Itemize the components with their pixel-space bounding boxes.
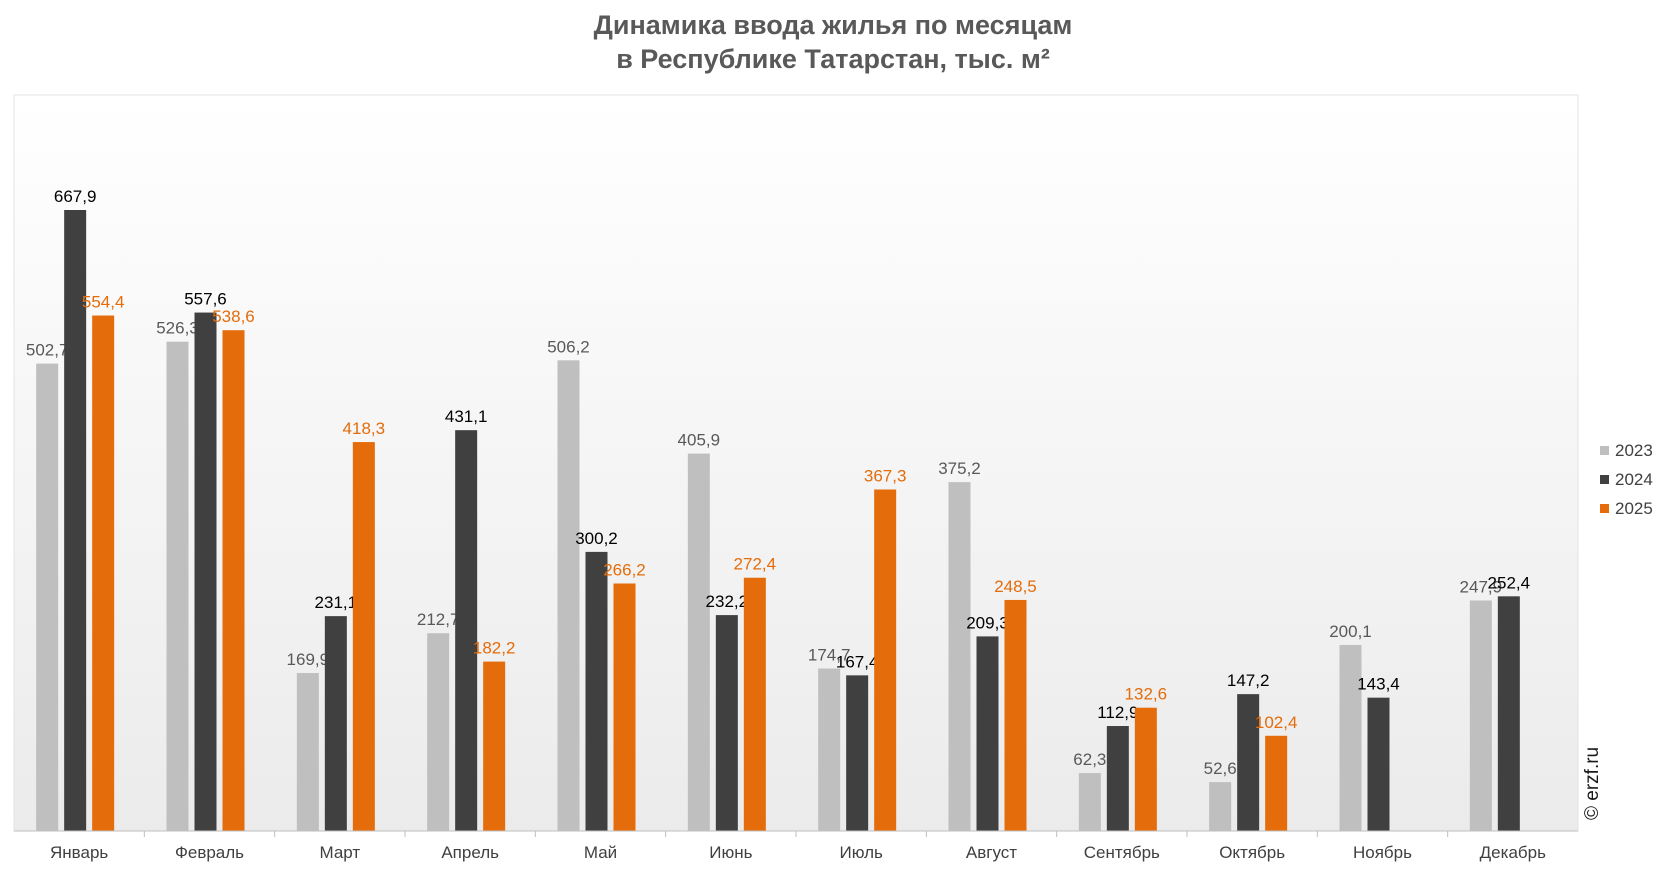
data-label-2025-3: 418,3 — [343, 419, 386, 438]
x-tick-label-7: Июль — [839, 843, 883, 862]
x-tick-label-1: Январь — [50, 843, 108, 862]
x-tick-label-4: Апрель — [441, 843, 499, 862]
bar-2025-1 — [92, 315, 115, 831]
bar-2024-6 — [715, 615, 738, 831]
legend-swatch-2024 — [1600, 475, 1609, 484]
bar-2024-10 — [1237, 694, 1260, 831]
bar-2023-2 — [166, 341, 189, 831]
data-label-2024-9: 112,9 — [1097, 703, 1138, 722]
bar-2024-7 — [846, 675, 869, 831]
data-label-2023-1: 502,7 — [26, 341, 69, 360]
bar-2023-3 — [296, 673, 319, 831]
bar-2025-9 — [1134, 707, 1157, 831]
bar-2025-6 — [743, 577, 766, 831]
legend-item-2023: 2023 — [1600, 436, 1653, 465]
legend-swatch-2025 — [1600, 504, 1609, 513]
data-label-2024-4: 431,1 — [445, 407, 488, 426]
data-label-2023-8: 375,2 — [938, 459, 981, 478]
data-label-2025-7: 367,3 — [864, 466, 907, 485]
x-tick-label-9: Сентябрь — [1084, 843, 1160, 862]
bar-2024-11 — [1367, 697, 1390, 831]
data-label-2025-6: 272,4 — [734, 555, 777, 574]
bar-2024-1 — [64, 210, 87, 831]
x-tick-label-10: Октябрь — [1219, 843, 1285, 862]
data-label-2024-1: 667,9 — [54, 187, 97, 206]
bar-2023-4 — [427, 633, 450, 831]
bar-2024-9 — [1106, 726, 1129, 831]
x-tick-label-6: Июнь — [709, 843, 752, 862]
chart-title: Динамика ввода жилья по месяцам в Респуб… — [0, 8, 1666, 76]
bar-2023-8 — [948, 482, 971, 831]
bar-2023-1 — [36, 363, 59, 831]
bar-2024-5 — [585, 551, 608, 831]
bar-2023-6 — [687, 453, 710, 831]
data-label-2024-5: 300,2 — [575, 529, 618, 548]
bar-2023-5 — [557, 360, 580, 831]
legend-item-2024: 2024 — [1600, 465, 1653, 494]
bar-2025-7 — [874, 489, 897, 831]
bar-2025-3 — [352, 442, 375, 831]
x-tick-label-8: Август — [966, 843, 1017, 862]
data-label-2025-1: 554,4 — [82, 293, 125, 312]
bar-2025-10 — [1265, 735, 1288, 831]
data-label-2023-2: 526,3 — [156, 319, 199, 338]
plot-area — [13, 94, 1579, 832]
bar-2023-7 — [818, 668, 841, 831]
data-label-2023-9: 62,3 — [1073, 750, 1106, 769]
data-label-2024-6: 232,2 — [706, 592, 749, 611]
legend: 2023 2024 2025 — [1600, 436, 1653, 523]
x-tick-label-3: Март — [319, 843, 360, 862]
data-label-2025-8: 248,5 — [994, 577, 1037, 596]
bar-2024-12 — [1497, 596, 1520, 831]
data-label-2023-5: 506,2 — [547, 337, 590, 356]
data-label-2025-2: 538,6 — [212, 307, 255, 326]
bar-2025-4 — [483, 661, 506, 831]
data-label-2024-3: 231,1 — [315, 593, 358, 612]
bar-2024-3 — [324, 616, 347, 831]
bar-2025-8 — [1004, 599, 1027, 831]
legend-swatch-2023 — [1600, 446, 1609, 455]
bar-2024-2 — [194, 312, 217, 832]
legend-item-2025: 2025 — [1600, 494, 1653, 523]
data-label-2025-5: 266,2 — [603, 560, 646, 579]
data-label-2024-8: 209,3 — [966, 613, 1009, 632]
copyright-text: © erzf.ru — [1582, 746, 1603, 820]
x-tick-label-12: Декабрь — [1480, 843, 1546, 862]
x-tick-label-2: Февраль — [175, 843, 244, 862]
x-tick-label-11: Ноябрь — [1353, 843, 1412, 862]
data-label-2024-10: 147,2 — [1227, 671, 1270, 690]
data-label-2024-12: 252,4 — [1488, 573, 1531, 592]
bar-2023-10 — [1209, 782, 1232, 831]
data-label-2025-9: 132,6 — [1125, 685, 1168, 704]
bar-2025-5 — [613, 583, 636, 831]
data-label-2024-11: 143,4 — [1357, 675, 1400, 694]
bar-2023-11 — [1339, 644, 1362, 831]
data-label-2024-2: 557,6 — [184, 290, 227, 309]
legend-label-2025: 2025 — [1615, 498, 1653, 518]
data-label-2023-11: 200,1 — [1329, 622, 1372, 641]
data-label-2023-4: 212,7 — [417, 610, 460, 629]
x-tick-label-5: Май — [584, 843, 617, 862]
legend-label-2024: 2024 — [1615, 469, 1653, 489]
chart-title-line-1: Динамика ввода жилья по месяцам — [593, 10, 1073, 40]
bar-2023-9 — [1078, 773, 1101, 831]
data-label-2025-4: 182,2 — [473, 639, 516, 658]
data-label-2023-7: 174,7 — [808, 646, 851, 665]
data-label-2025-10: 102,4 — [1255, 713, 1298, 732]
data-label-2024-7: 167,4 — [836, 652, 879, 671]
data-label-2023-3: 169,9 — [287, 650, 330, 669]
bar-2024-4 — [455, 430, 478, 831]
chart-title-line-2: в Республике Татарстан, тыс. м² — [616, 44, 1050, 74]
data-label-2023-6: 405,9 — [678, 431, 721, 450]
bar-2023-12 — [1469, 600, 1492, 831]
legend-label-2023: 2023 — [1615, 440, 1653, 460]
data-label-2023-10: 52,6 — [1204, 759, 1237, 778]
data-label-2023-12: 247,9 — [1460, 578, 1503, 597]
bar-2025-2 — [222, 330, 245, 831]
bar-2024-8 — [976, 636, 999, 831]
